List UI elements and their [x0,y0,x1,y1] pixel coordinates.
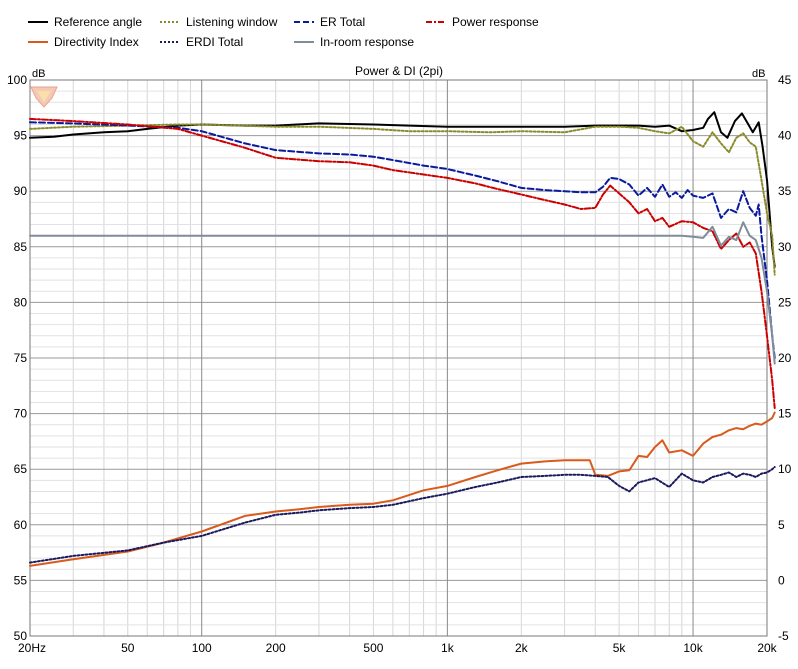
watermark-logo [30,86,58,108]
legend-item: Directivity Index [28,35,139,49]
chart-title: Power & DI (2pi) [355,64,443,78]
y-right-tick-label: -5 [778,629,789,643]
legend-label: ER Total [320,15,365,29]
x-tick-label: 20k [757,641,777,655]
y-left-tick-label: 70 [14,407,28,421]
legend-item: ERDI Total [160,35,243,49]
legend-item: In-room response [294,35,414,49]
legend-item: Listening window [160,15,278,29]
y-left-tick-label: 95 [14,129,28,143]
x-tick-label: 2k [515,641,529,655]
series-line-listening-window [29,123,776,276]
legend-item: Reference angle [28,15,142,29]
series-line-power-response [29,117,776,409]
watermark-logo-inner [37,91,51,102]
x-tick-label: 500 [363,641,383,655]
y-left-tick-label: 65 [14,462,28,476]
y-right-tick-label: 45 [778,73,792,87]
y-left-tick-label: 60 [14,518,28,532]
x-tick-label: 1k [441,641,455,655]
legend-label: Directivity Index [54,35,139,49]
legend-label: Power response [452,15,539,29]
y-left-tick-label: 50 [14,629,28,643]
legend-label: In-room response [320,35,414,49]
legend-label: Reference angle [54,15,142,29]
y-right-tick-label: 20 [778,351,792,365]
y-left-tick-label: 100 [7,73,27,87]
x-tick-label: 5k [613,641,627,655]
legend-item: ER Total [294,15,365,29]
series-line-directivity-index [29,411,776,567]
plot-frame [29,79,768,637]
x-tick-label: 20Hz [18,641,46,655]
y-left-tick-label: 85 [14,240,28,254]
legend-item: Power response [426,15,539,29]
y-right-tick-labels: 45 40 35 30 25 20 15 10 5 0 -5 [778,73,792,643]
y-right-unit: dB [752,68,765,80]
y-left-tick-label: 90 [14,184,28,198]
legend-label: ERDI Total [186,35,243,49]
y-right-tick-label: 0 [778,573,785,587]
legend-label: Listening window [186,15,278,29]
x-tick-label: 50 [121,641,135,655]
y-right-tick-label: 15 [778,407,792,421]
y-right-tick-label: 35 [778,184,792,198]
y-right-tick-label: 40 [778,129,792,143]
y-left-tick-labels: 100 95 90 85 80 75 70 65 60 55 50 [7,73,27,643]
y-left-tick-label: 55 [14,573,28,587]
series-line-erdi-total [29,466,776,564]
y-left-tick-label: 75 [14,351,28,365]
x-tick-label: 10k [683,641,703,655]
legend: Reference angle Listening window ER Total P… [28,15,539,49]
y-right-tick-label: 10 [778,462,792,476]
y-right-tick-label: 25 [778,295,792,309]
y-left-tick-label: 80 [14,295,28,309]
x-tick-label: 100 [192,641,212,655]
y-left-unit: dB [32,68,45,80]
series-group [29,111,776,567]
series-line-in-room-response [29,221,776,365]
y-right-tick-label: 5 [778,518,785,532]
y-right-tick-label: 30 [778,240,792,254]
x-tick-label: 200 [266,641,286,655]
x-tick-labels: 20Hz 50 100 200 500 1k 2k 5k 10k 20k [18,641,778,655]
series-line-er-total [29,121,776,359]
